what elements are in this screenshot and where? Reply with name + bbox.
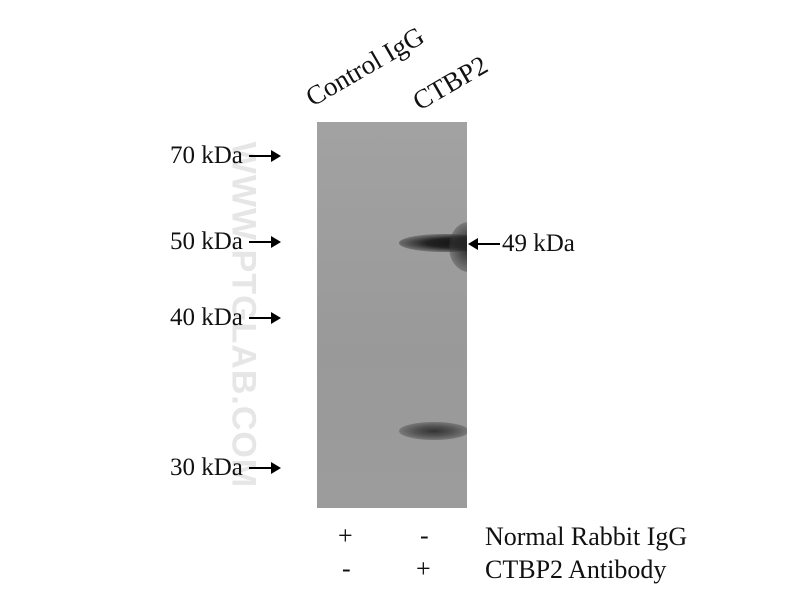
marker-40: 40 kDa: [170, 304, 281, 332]
arrow-right-icon: [248, 236, 281, 248]
row2-label: CTBP2 Antibody: [485, 555, 667, 584]
band-size-label: 49 kDa: [502, 230, 575, 257]
band-lower: [399, 422, 467, 440]
marker-label: 30 kDa: [170, 454, 243, 481]
lane-label-control-igg: Control IgG: [300, 20, 430, 113]
row2-lane2: +: [416, 554, 431, 583]
marker-label: 50 kDa: [170, 228, 243, 255]
row1-label: Normal Rabbit IgG: [485, 522, 688, 551]
marker-label: 40 kDa: [170, 304, 243, 331]
arrow-right-icon: [248, 312, 281, 324]
marker-30: 30 kDa: [170, 454, 281, 482]
band-edge: [449, 222, 467, 272]
arrow-right-icon: [248, 462, 281, 474]
row1-lane1: +: [338, 521, 353, 550]
marker-50: 50 kDa: [170, 228, 281, 256]
marker-label: 70 kDa: [170, 142, 243, 169]
arrow-left-icon: [468, 238, 500, 250]
marker-70: 70 kDa: [170, 142, 281, 170]
lane-label-ctbp2: CTBP2: [407, 49, 493, 117]
row1-lane2: -: [420, 521, 429, 550]
arrow-right-icon: [248, 150, 281, 162]
band-label-49kda: 49 kDa: [468, 230, 575, 258]
row2-lane1: -: [342, 554, 351, 583]
western-blot-image: [317, 122, 467, 508]
